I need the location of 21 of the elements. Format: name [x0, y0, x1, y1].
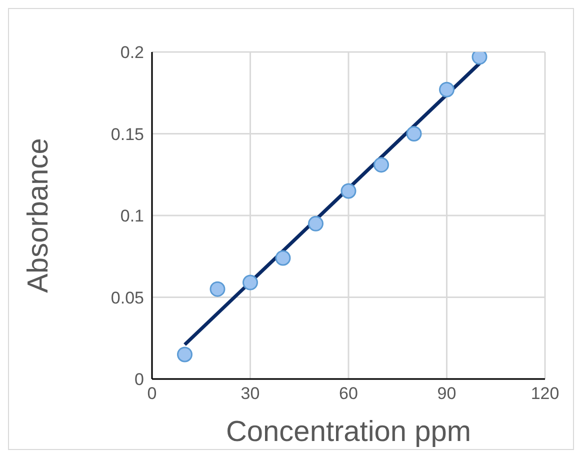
y-tick-label: 0 — [134, 370, 144, 390]
point — [242, 274, 258, 290]
point — [210, 281, 226, 297]
x-axis-title: Concentration ppm — [226, 416, 472, 448]
point — [177, 346, 192, 362]
point — [340, 183, 356, 199]
y-tick-label: 0.15 — [110, 124, 144, 144]
point — [374, 157, 389, 173]
point — [275, 250, 291, 266]
x-tick-label: 90 — [437, 384, 456, 404]
y-tick-label: 0.1 — [120, 206, 144, 226]
x-tick-label: 60 — [339, 384, 358, 404]
point — [406, 126, 422, 142]
x-tick-label: 30 — [240, 384, 260, 404]
y-tick-label: 0.05 — [110, 288, 144, 308]
x-tick-label: 120 — [530, 384, 560, 404]
y-axis-title: Absorbance — [22, 138, 54, 293]
point — [439, 82, 454, 98]
x-tick-label: 0 — [147, 384, 157, 404]
y-tick-label: 0.2 — [120, 43, 144, 62]
point — [308, 216, 324, 232]
